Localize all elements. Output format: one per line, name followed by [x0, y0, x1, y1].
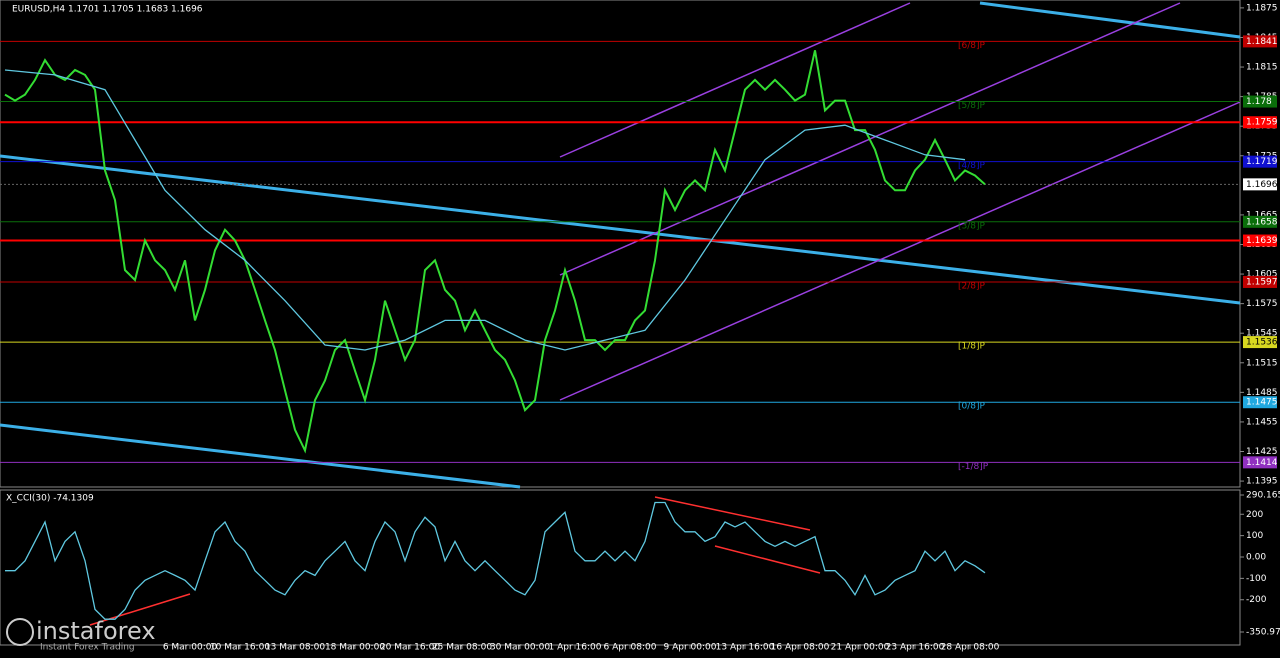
price-box-label: 1.1658 — [1246, 217, 1278, 227]
murray-name: [0/8]P — [958, 402, 986, 412]
murray-name: [3/8]P — [958, 221, 986, 231]
x-tick-label: 21 Apr 00:00 — [831, 643, 890, 653]
series-line — [5, 501, 986, 620]
price-box — [1243, 35, 1277, 48]
trend-line — [979, 1, 1241, 39]
x-tick-label: 18 Mar 00:00 — [325, 643, 385, 653]
price-box — [1243, 336, 1277, 349]
channels — [0, 1, 1241, 626]
x-tick-label: 13 Mar 08:00 — [265, 643, 325, 653]
x-tick-label: 10 Mar 16:00 — [210, 643, 270, 653]
murray-name: [6/8]P — [958, 41, 986, 51]
price-box — [1243, 95, 1277, 108]
x-tick-label: 28 Apr 08:00 — [941, 643, 1000, 653]
price-box-label: 1.1414 — [1246, 458, 1278, 468]
y-tick-label: 1.1455 — [1246, 417, 1278, 427]
series-line — [4, 50, 986, 454]
y-tick-label: 1.1485 — [1246, 388, 1278, 398]
x-tick-label: 6 Mar 00:00 — [163, 643, 218, 653]
chart-title: EURUSD,H4 1.1701 1.1705 1.1683 1.1696 — [12, 5, 203, 15]
y-tick-label: 1.1515 — [1246, 358, 1278, 368]
murray-name: [-1/8]P — [958, 462, 989, 472]
x-tick-label: 30 Mar 00:00 — [490, 643, 550, 653]
price-box — [1243, 178, 1277, 191]
logo — [6, 618, 34, 646]
price-box — [1243, 456, 1277, 469]
trend-line — [0, 154, 1241, 305]
tagline: Instant Forex Trading — [40, 643, 135, 653]
y-tick-label: 1.1425 — [1246, 447, 1278, 457]
y-tick-label: 1.1575 — [1246, 299, 1278, 309]
price-box-label: 1.1841 — [1246, 37, 1278, 47]
murray-name: [4/8]P — [958, 161, 986, 171]
price-box-label: 1.178 — [1246, 97, 1272, 107]
brand: instaforex — [36, 617, 156, 645]
price-box — [1243, 396, 1277, 409]
price-box — [1243, 155, 1277, 168]
channel-line — [559, 2, 911, 158]
divergence — [654, 496, 811, 531]
price-box-label: 1.1759 — [1246, 118, 1278, 128]
x-tick-label: 20 Mar 16:00 — [380, 643, 440, 653]
price-box-label: 1.1639 — [1246, 236, 1278, 246]
channel-line — [559, 101, 1241, 401]
divergence — [714, 545, 821, 574]
series-line — [4, 69, 966, 351]
y-tick-label: 1.1665 — [1246, 210, 1278, 220]
murray-name: [5/8]P — [958, 101, 986, 111]
price-box — [1243, 116, 1277, 129]
y-tick-label: 1.1815 — [1246, 63, 1278, 73]
y-tick-label: 1.1605 — [1246, 270, 1278, 280]
x-tick-label: 13 Apr 16:00 — [716, 643, 775, 653]
x-tick-label: 23 Apr 16:00 — [886, 643, 945, 653]
y-tick-label: -200 — [1246, 595, 1267, 605]
price-box — [1243, 275, 1277, 288]
main-frame — [0, 0, 1241, 488]
x-tick-label: 9 Apr 00:00 — [664, 643, 717, 653]
x-tick-label: 16 Apr 08:00 — [771, 643, 830, 653]
murray-name: [1/8]P — [958, 342, 986, 352]
price-box-label: 1.1719 — [1246, 157, 1278, 167]
price-box-label: 1.1475 — [1246, 398, 1278, 408]
current-price-label: 1.1696 — [1246, 180, 1278, 190]
y-tick-label: -350.973 — [1246, 628, 1280, 638]
y-tick-label: 100 — [1246, 531, 1263, 541]
y-tick-label: 1.1875 — [1246, 3, 1278, 13]
price-box — [1243, 234, 1277, 247]
y-tick-label: 290.1656 — [1246, 491, 1280, 501]
y-tick-label: 1.1395 — [1246, 477, 1278, 487]
price-box-label: 1.1536 — [1246, 338, 1278, 348]
x-tick-label: 6 Apr 08:00 — [604, 643, 657, 653]
y-tick-label: 0.00 — [1246, 553, 1266, 563]
y-tick-label: -100 — [1246, 574, 1267, 584]
cci-frame — [0, 489, 1241, 646]
x-tick-label: 1 Apr 16:00 — [549, 643, 602, 653]
murray-name: [2/8]P — [958, 281, 986, 291]
y-tick-label: 1.1545 — [1246, 329, 1278, 339]
price-box-label: 1.1597 — [1246, 277, 1278, 287]
y-tick-label: 200 — [1246, 510, 1263, 520]
trend-line — [0, 423, 521, 489]
cci-title: X_CCI(30) -74.1309 — [6, 494, 94, 504]
price-box — [1243, 215, 1277, 228]
x-tick-label: 25 Mar 08:00 — [432, 643, 492, 653]
